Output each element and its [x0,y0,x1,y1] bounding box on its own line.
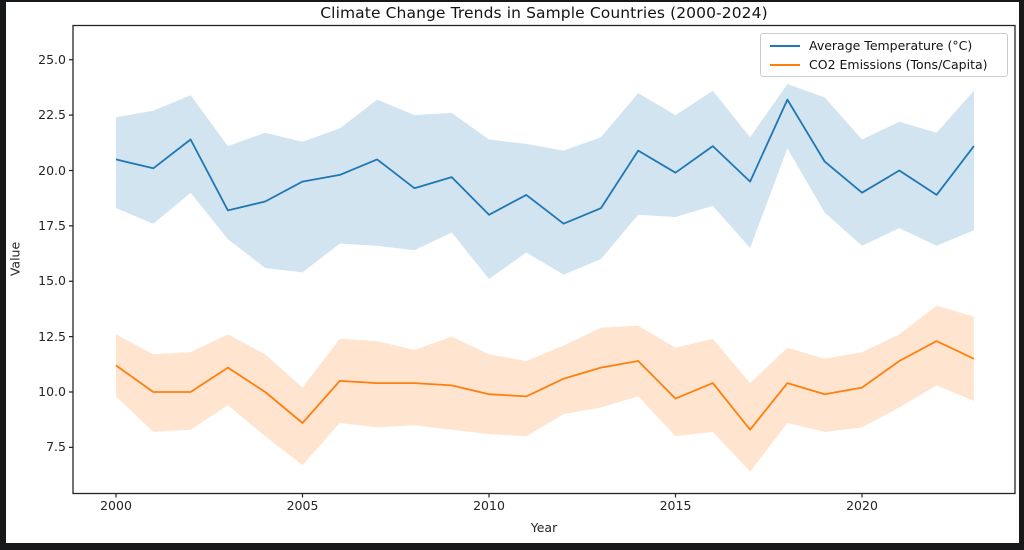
y-tick-label: 22.5 [38,107,66,123]
x-tick-label: 2020 [846,498,878,513]
x-tick-label: 2000 [100,498,132,513]
legend: Average Temperature (°C) CO2 Emissions (… [760,33,1008,77]
x-tick-label: 2005 [286,498,319,513]
y-axis-label: Value [7,241,23,277]
legend-item-temperature: Average Temperature (°C) [770,38,998,53]
y-tick-label: 12.5 [38,328,66,344]
y-tick-label: 20.0 [38,162,66,178]
co2-line-swatch [770,63,800,66]
temperature-confidence-band [116,84,974,279]
temperature-line-swatch [770,44,800,47]
y-tick-label: 7.5 [46,439,66,455]
x-tick-label: 2015 [659,498,692,513]
legend-label-co2: CO2 Emissions (Tons/Capita) [809,57,988,72]
figure-background [6,2,1019,543]
y-tick-label: 15.0 [38,273,66,289]
x-axis-label: Year [530,520,558,535]
y-tick-label: 17.5 [38,217,66,233]
co2-confidence-band [116,305,974,472]
axes-frame [72,24,1016,495]
legend-label-temperature: Average Temperature (°C) [809,38,973,53]
tick-marks [69,59,863,498]
y-tick-label: 25.0 [38,51,66,67]
y-tick-label: 10.0 [38,384,66,399]
co2-line [115,340,975,431]
legend-item-co2: CO2 Emissions (Tons/Capita) [770,57,998,72]
temperature-line [115,98,975,225]
x-tick-label: 2010 [473,498,505,513]
chart-title: Climate Change Trends in Sample Countrie… [320,4,768,22]
